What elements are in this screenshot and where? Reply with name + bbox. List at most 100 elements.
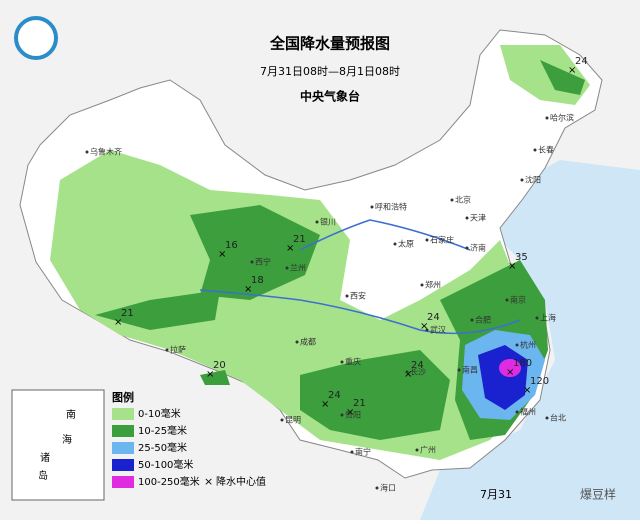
center-marker: × (114, 317, 122, 328)
city-label: 石家庄 (430, 235, 454, 245)
city-dot (85, 150, 89, 154)
city-label: 长沙 (410, 367, 426, 377)
city-dot (370, 205, 374, 209)
sea (420, 160, 640, 520)
city-dot (315, 220, 319, 224)
issuer: 中央气象台 (300, 89, 360, 104)
city-label: 台北 (550, 413, 566, 423)
city-label: 沈阳 (525, 175, 541, 185)
city-label: 杭州 (520, 340, 536, 350)
rain-center-value: 120 (530, 376, 549, 387)
city-label: 福州 (520, 408, 536, 417)
city-label: 南宁 (355, 447, 371, 457)
city-dot (415, 448, 419, 452)
city-dot (165, 348, 169, 352)
legend-swatch (112, 425, 134, 437)
city-dot (470, 318, 474, 322)
center-marker: × (508, 261, 516, 272)
city-label: 乌鲁木齐 (90, 147, 122, 157)
center-marker: × (218, 249, 226, 260)
legend-label: 0-10毫米 (138, 407, 181, 420)
rain-10-25 (190, 205, 320, 300)
legend-swatch (112, 459, 134, 471)
city-label: 西安 (350, 291, 366, 301)
rain-100-250 (499, 359, 521, 377)
legend-title: 图例 (112, 390, 134, 404)
city-dot (515, 410, 519, 414)
city-dot (545, 116, 549, 120)
city-dot (515, 343, 519, 347)
city-label: 兰州 (290, 263, 306, 273)
legend-center-label: 降水中心值 (216, 475, 266, 488)
inset-label: 南 (66, 408, 76, 421)
city-label: 武汉 (430, 325, 446, 335)
legend-swatch (112, 442, 134, 454)
city-label: 济南 (470, 243, 486, 253)
city-dot (450, 198, 454, 202)
inset-label: 诸 (40, 452, 50, 464)
center-marker: × (568, 65, 576, 76)
center-marker: × (286, 243, 294, 254)
city-dot (420, 283, 424, 287)
city-label: 太原 (398, 239, 414, 249)
subtitle: 7月31日08时—8月1日08时 (260, 65, 400, 78)
legend-swatch (112, 476, 134, 488)
city-dot (535, 316, 539, 320)
rain-10-25 (540, 60, 585, 95)
city-dot (285, 266, 289, 270)
inset (11, 389, 105, 501)
city-label: 西宁 (255, 257, 271, 267)
rain-center-value: 21 (353, 398, 366, 409)
logo (14, 16, 58, 60)
rain-center-value: 35 (515, 252, 528, 263)
rain-center-value: 24 (427, 312, 440, 323)
city-label: 海口 (380, 483, 396, 493)
city-dot (545, 416, 549, 420)
city-label: 广州 (420, 445, 436, 455)
inset-label: 岛 (38, 469, 48, 482)
city-label: 成都 (300, 337, 316, 347)
city-dot (520, 178, 524, 182)
title: 全国降水量预报图 (269, 35, 390, 53)
city-dot (457, 368, 461, 372)
city-label: 重庆 (345, 357, 361, 367)
rain-center-value: 24 (411, 360, 424, 371)
rain-center-value: 24 (575, 56, 588, 67)
city-dot (533, 148, 537, 152)
city-label: 呼和浩特 (375, 202, 407, 212)
rain-center-value: 18 (251, 275, 264, 286)
city-dot (295, 340, 299, 344)
city-dot (340, 413, 344, 417)
rain-center-value: 20 (213, 360, 226, 371)
city-dot (425, 328, 429, 332)
legend-label: 10-25毫米 (138, 424, 187, 437)
city-dot (465, 246, 469, 250)
city-label: 南京 (510, 295, 526, 305)
city-dot (250, 260, 254, 264)
center-marker: × (206, 369, 214, 380)
center-marker: × (420, 321, 428, 332)
city-label: 哈尔滨 (550, 113, 574, 123)
city-label: 昆明 (285, 416, 301, 425)
rain-10-25 (95, 290, 220, 330)
center-marker: × (346, 407, 354, 418)
rain-10-25 (300, 350, 450, 440)
city-dot (393, 242, 397, 246)
river (199, 289, 521, 335)
center-marker: × (506, 367, 514, 378)
city-label: 南昌 (462, 365, 478, 375)
legend-center-marker: × (204, 475, 213, 488)
legend-label: 50-100毫米 (138, 458, 193, 471)
rain-center-value: 21 (121, 308, 134, 319)
city-label: 银川 (320, 217, 336, 227)
city-dot (505, 298, 509, 302)
city-label: 上海 (540, 313, 556, 323)
city-dot (280, 418, 284, 422)
center-marker: × (523, 385, 531, 396)
city-dot (375, 486, 379, 490)
legend-swatch (112, 408, 134, 420)
city-label: 天津 (470, 213, 486, 223)
city-dot (345, 294, 349, 298)
city-dot (340, 360, 344, 364)
